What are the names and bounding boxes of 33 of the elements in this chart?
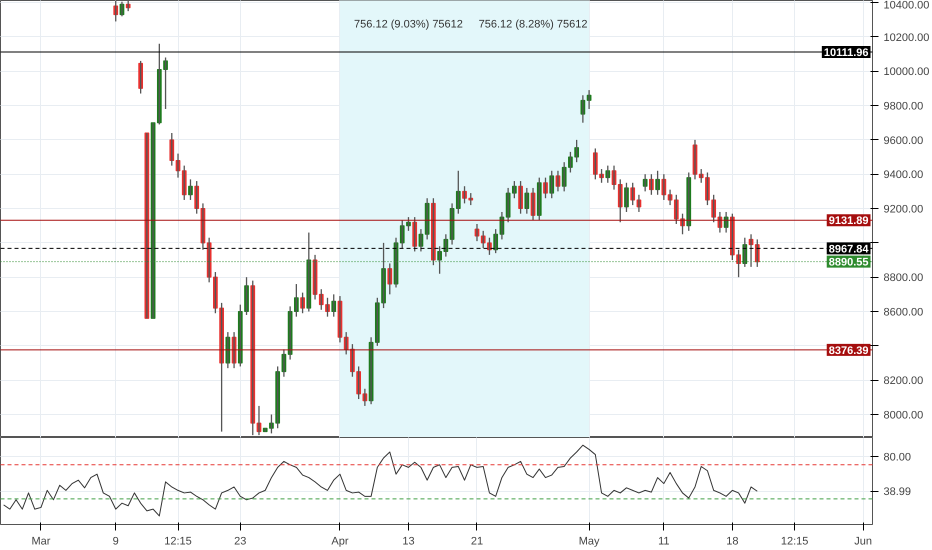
- y-tick-label: 38.99: [884, 486, 912, 498]
- x-tick-label: 13: [402, 536, 415, 548]
- x-tick-label: 23: [234, 536, 246, 548]
- y-tick-label: 8600.00: [884, 306, 924, 319]
- x-tick-label: Mar: [32, 536, 51, 548]
- x-tick-label: 21: [470, 536, 484, 548]
- x-tick-label: 12:15: [164, 536, 192, 548]
- y-tick-label: 9400.00: [884, 169, 924, 182]
- y-tick-label: 8000.00: [884, 410, 924, 422]
- y-tick-label: 9800.00: [884, 100, 924, 113]
- x-tick-label: 18: [726, 536, 738, 548]
- band-label: 756.12 (9.03%) 75612: [354, 18, 463, 30]
- band-label: 756.12 (8.28%) 75612: [478, 18, 588, 30]
- ref-line-label: 9131.89: [828, 215, 869, 228]
- ref-line-label: 8376.39: [828, 344, 869, 357]
- y-tick-label: 8200.00: [884, 375, 924, 388]
- x-tick-label: Apr: [331, 536, 349, 548]
- y-tick-label: 10200.00: [884, 32, 930, 44]
- x-tick-label: 11: [658, 536, 670, 548]
- y-tick-label: 10400.00: [884, 0, 930, 12]
- x-tick-label: May: [578, 536, 600, 548]
- y-tick-label: 9600.00: [884, 134, 924, 147]
- line-series: [3, 444, 758, 516]
- y-tick-label: 10000.00: [884, 66, 930, 78]
- ref-line-label: 8967.84: [828, 243, 870, 256]
- x-tick-label: 9: [112, 536, 119, 548]
- x-tick-label: 12:15: [780, 536, 808, 548]
- y-tick-label: 8800.00: [884, 272, 924, 284]
- y-tick-label: 9200.00: [884, 204, 924, 216]
- x-tick-label: Jun: [854, 536, 872, 548]
- ref-line-label: 10111.96: [824, 47, 869, 59]
- ref-line-label: 8890.55: [828, 256, 869, 269]
- y-tick-label: 80.00: [884, 451, 912, 464]
